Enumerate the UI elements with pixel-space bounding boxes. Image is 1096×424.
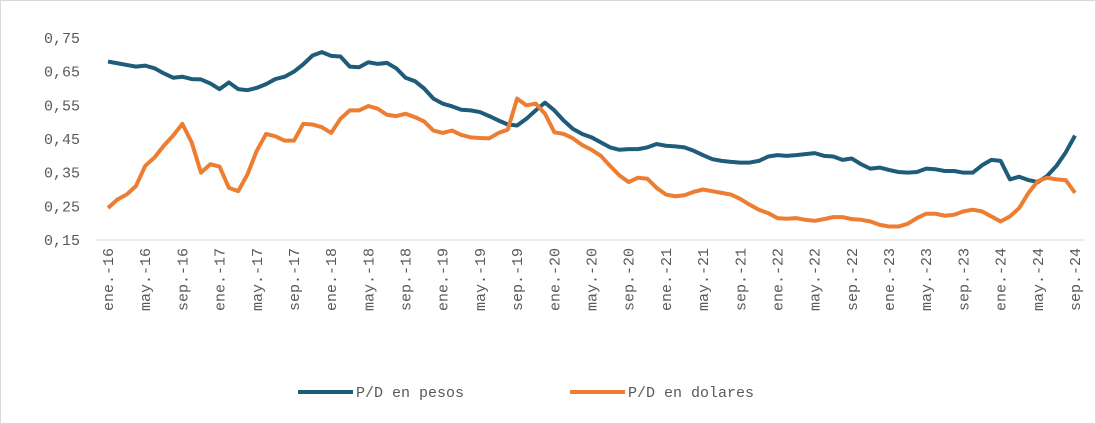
x-tick-label: sep.-23 [956,248,973,311]
x-tick-label: sep.-18 [399,248,416,311]
x-tick-label: sep.-22 [845,248,862,311]
x-tick-label: may.-23 [919,248,936,311]
x-tick-label: sep.-17 [287,248,304,311]
y-tick-label: 0,65 [44,65,80,82]
x-tick-label: ene.-19 [436,248,453,311]
x-tick-label: sep.-20 [622,248,639,311]
x-tick-label: ene.-16 [101,248,118,311]
legend-label: P/D en dolares [628,385,754,402]
x-tick-label: may.-18 [361,248,378,311]
x-tick-label: ene.-24 [994,248,1011,311]
x-tick-label: may.-21 [696,248,713,311]
x-tick-label: ene.-22 [770,248,787,311]
x-tick-label: sep.-24 [1068,248,1085,311]
y-tick-label: 0,45 [44,132,80,149]
y-tick-label: 0,15 [44,233,80,250]
x-tick-label: may.-19 [473,248,490,311]
series-line [106,96,1077,229]
y-tick-label: 0,75 [44,31,80,48]
legend-label: P/D en pesos [356,385,464,402]
x-tick-label: may.-20 [585,248,602,311]
x-tick-label: may.-24 [1031,248,1048,311]
x-tick-label: ene.-17 [213,248,230,311]
x-tick-label: sep.-19 [510,248,527,311]
x-tick-label: ene.-18 [324,248,341,311]
x-tick-label: ene.-21 [659,248,676,311]
y-tick-label: 0,35 [44,166,80,183]
x-tick-label: may.-22 [808,248,825,311]
series-line [107,50,1077,185]
x-tick-label: sep.-16 [175,248,192,311]
x-tick-label: may.-17 [250,248,267,311]
x-tick-label: may.-16 [138,248,155,311]
x-tick-label: sep.-21 [733,248,750,311]
y-tick-label: 0,25 [44,199,80,216]
x-tick-label: ene.-20 [547,248,564,311]
x-tick-label: ene.-23 [882,248,899,311]
y-tick-label: 0,55 [44,98,80,115]
